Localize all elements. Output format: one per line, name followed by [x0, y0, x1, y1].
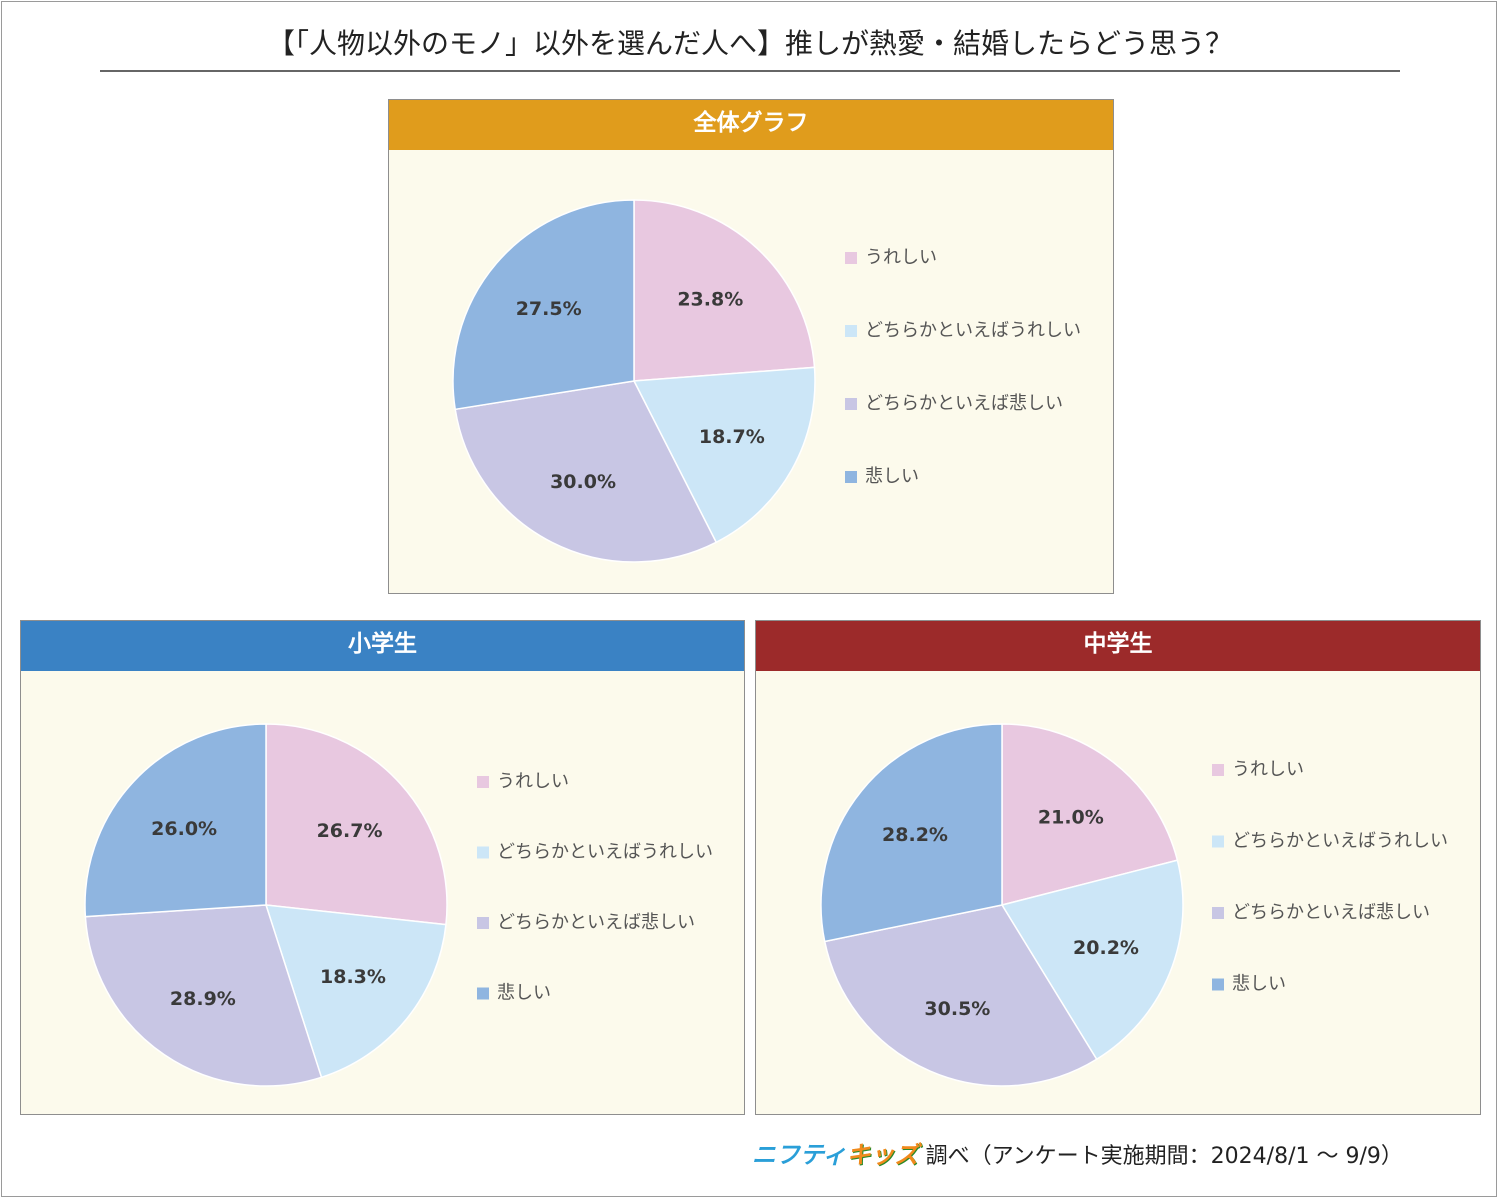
pie-slice [84, 904, 323, 1087]
legend-swatch [845, 325, 857, 337]
legend-label: 悲しい [497, 983, 551, 1004]
pie-slice [820, 723, 1003, 943]
pie-slice [1001, 723, 1179, 906]
chart-title: 中学生 [756, 621, 1480, 671]
data-label: 28.9% [170, 988, 236, 1010]
source-credit: ニフティキッズ 調べ（アンケート実施期間：2024/8/1 ～ 9/9） [752, 1138, 1472, 1172]
data-label: 23.8% [677, 289, 743, 311]
pie-slice [632, 366, 816, 544]
chart-title: 全体グラフ [389, 100, 1113, 150]
legend-swatch [845, 252, 857, 264]
legend-label: うれしい [865, 247, 937, 268]
legend-swatch [1212, 764, 1224, 776]
data-label: 26.7% [317, 820, 383, 842]
legend-swatch [845, 398, 857, 410]
logo-nifty: ニフティ [752, 1141, 847, 1169]
chart-title: 小学生 [21, 621, 744, 671]
pie-slice [1000, 859, 1184, 1061]
data-label: 21.0% [1038, 806, 1104, 828]
pie-chart-junior-high: 21.0% 20.2% 30.5% 28.2% うれしいどちらかといえばうれしいどちらか… [820, 723, 1448, 1087]
page-title: 【「人物以外のモノ」以外を選んだ人へ】推しが熱愛・結婚したらどう思う？ [266, 27, 1233, 60]
data-label: 18.3% [320, 966, 386, 988]
data-label: 28.2% [882, 824, 948, 846]
legend-label: うれしい [1232, 759, 1304, 780]
legend-label: 悲しい [865, 466, 919, 487]
legend-swatch [1212, 978, 1224, 991]
pie-slice [823, 904, 1098, 1087]
legend-label: どちらかといえばうれしい [1232, 831, 1448, 852]
pie-slice [452, 199, 635, 411]
legend-swatch [1212, 907, 1224, 919]
logo-kids: キッズ [846, 1141, 919, 1169]
legend-swatch [477, 776, 489, 788]
legend-swatch [477, 987, 489, 1000]
pie-slice [84, 723, 267, 918]
chart-panel-elementary: 小学生 26.7% 18.3% 28.9% 26.0% うれしいどちらかといえばうれしい… [20, 620, 745, 1115]
data-label: 27.5% [516, 298, 582, 320]
pie-slice [265, 723, 448, 926]
legend-swatch [477, 917, 489, 929]
legend-swatch [845, 471, 857, 483]
pie-slice [454, 380, 718, 563]
legend-label: どちらかといえば悲しい [1232, 902, 1430, 923]
legend-label: どちらかといえば悲しい [497, 912, 695, 933]
data-label: 30.5% [924, 998, 990, 1020]
pie-slice [264, 904, 447, 1079]
data-label: 30.0% [550, 471, 616, 493]
legend-label: 悲しい [1232, 974, 1286, 995]
chart-panel-overall: 全体グラフ 23.8% 18.7% 30.0% 27.5% うれしいどちらかといえばうれ… [388, 99, 1114, 594]
data-label: 18.7% [699, 426, 765, 448]
legend-label: うれしい [497, 771, 569, 792]
credit-text: 調べ（アンケート実施期間：2024/8/1 ～ 9/9） [925, 1144, 1403, 1169]
chart-panel-junior-high: 中学生 21.0% 20.2% 30.5% 28.2% うれしいどちらかといえばうれしい… [755, 620, 1481, 1115]
legend-label: どちらかといえばうれしい [497, 842, 713, 863]
data-label: 26.0% [151, 818, 217, 840]
pie-chart-elementary: 26.7% 18.3% 28.9% 26.0% うれしいどちらかといえばうれしいどちらか… [84, 723, 713, 1087]
pie-slice [633, 199, 816, 382]
legend-label: どちらかといえば悲しい [865, 393, 1063, 414]
legend-label: どちらかといえばうれしい [865, 320, 1081, 341]
legend-swatch [477, 846, 489, 859]
data-label: 20.2% [1073, 937, 1139, 959]
pie-chart-overall: 23.8% 18.7% 30.0% 27.5% うれしいどちらかといえばうれしいどちらか… [452, 199, 1081, 563]
legend-swatch [1212, 835, 1224, 848]
title-divider [100, 70, 1400, 72]
